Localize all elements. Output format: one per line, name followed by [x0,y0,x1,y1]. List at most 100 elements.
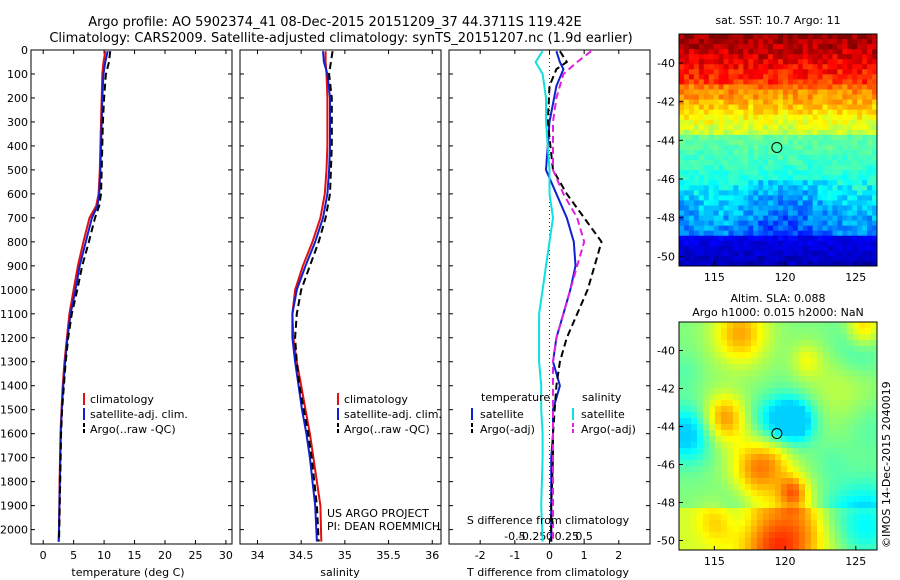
map-cell [723,160,729,166]
map-cell [679,109,685,116]
map-cell [685,532,692,539]
map-cell [862,44,868,50]
map-cell [857,39,863,45]
map-cell [679,466,686,473]
map-cell [763,460,770,467]
map-cell [841,394,848,401]
map-cell [835,496,842,503]
map-cell [683,99,690,106]
map-cell [748,205,754,211]
map-cell [758,129,764,136]
map-cell [842,134,848,141]
map-cell [733,376,740,383]
map-cell [842,129,848,136]
map-cell [733,104,739,111]
map-cell [679,220,685,227]
map-cell [802,44,809,50]
map-cell [703,502,710,509]
map-cell [842,44,848,50]
map-cell [763,190,769,196]
map-cell [812,139,818,146]
map-cell [728,109,734,116]
map-cell [733,139,739,146]
map-cell [713,94,719,100]
map-cell [738,109,744,116]
map-cell [859,364,866,371]
map-cell [802,49,809,55]
map-cell [872,74,878,80]
map-cell [812,200,818,206]
map-cell [841,448,848,455]
map-cell [693,124,700,131]
map-cell [793,370,800,377]
map-cell [728,245,734,252]
map-cell [778,69,784,75]
map-cell [781,412,788,419]
map-cell [792,260,799,267]
map-cell [822,124,828,131]
map-cell [763,54,769,60]
map-cell [832,69,838,75]
map-cell [715,322,722,329]
map-cell [713,44,719,50]
map-cell [738,205,744,211]
map-cell [865,484,872,491]
map-cell [827,230,833,237]
map-cell [823,508,830,515]
map-cell [867,129,873,136]
map-cell [823,442,830,449]
map-cell [812,215,818,222]
map-cell [773,200,779,206]
map-cell [751,460,758,467]
map-cell [679,418,686,425]
map-cell [688,134,695,141]
map-cell [793,544,800,551]
map-cell [778,64,784,70]
map-cell [862,190,868,196]
map-cell [773,144,779,151]
map-cell [768,34,774,40]
map-cell [781,478,788,485]
map-cell [743,34,749,40]
map-cell [721,352,728,359]
map-cell [758,144,764,151]
map-cell [723,84,729,90]
map-cell [757,406,764,413]
map-cell [745,472,752,479]
map-cell [745,496,752,503]
map-cell [847,376,854,383]
map-cell [679,205,685,211]
map-cell [683,235,690,242]
map-cell [709,412,716,419]
map-cell [723,205,729,211]
map-cell [871,544,878,551]
map-cell [721,544,728,551]
map-cell [805,394,812,401]
x2-tick-label: 0.25 [555,530,580,543]
map-cell [708,59,715,65]
map-cell [683,69,690,75]
map-cell [792,185,799,191]
map-cell [787,79,794,85]
map-cell [691,334,698,341]
map-cell [787,532,794,539]
map-cell [837,39,843,45]
map-cell [852,255,858,262]
map-cell [865,460,872,467]
map-cell [775,448,782,455]
map-cell [745,388,752,395]
map-cell [685,322,692,329]
map-cell [827,215,833,222]
map-cell [817,235,823,242]
map-cell [751,472,758,479]
map-cell [757,352,764,359]
map-cell [805,424,812,431]
x-tick-label: 115 [704,271,725,284]
map-cell [697,418,704,425]
map-cell [872,129,878,136]
map-cell [787,104,794,111]
map-cell [685,442,692,449]
map-cell [872,59,878,65]
map-cell [728,114,734,121]
map-cell [872,245,878,252]
